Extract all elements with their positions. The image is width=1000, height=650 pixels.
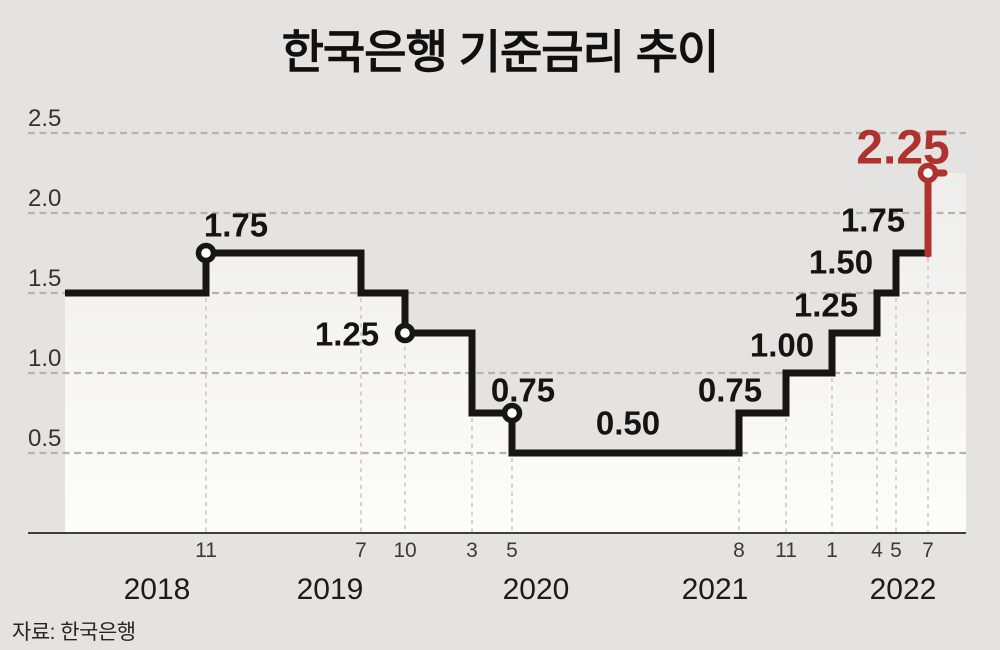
value-label: 0.75 [698, 372, 762, 409]
value-label: 0.50 [596, 405, 660, 442]
month-tick-label: 5 [506, 539, 518, 562]
y-tick-label: 2.5 [28, 105, 61, 132]
month-tick-label: 5 [890, 539, 902, 562]
month-tick-label: 4 [871, 539, 883, 562]
year-label: 2020 [503, 573, 570, 606]
value-label-highlight: 2.25 [856, 122, 949, 175]
month-tick-label: 8 [733, 539, 745, 562]
month-tick-label: 11 [775, 539, 797, 562]
month-tick-label: 1 [826, 539, 838, 562]
y-tick-label: 2.0 [28, 185, 61, 212]
rate-step-line [65, 249, 932, 457]
month-tick-label: 10 [393, 539, 416, 562]
value-label: 1.75 [841, 202, 905, 239]
page-title: 한국은행 기준금리 추이 [281, 26, 720, 78]
value-label: 1.50 [809, 244, 873, 281]
year-label: 2018 [124, 573, 191, 606]
month-tick-label: 7 [355, 539, 367, 562]
value-label: 1.75 [204, 207, 268, 244]
rate-marker [394, 322, 416, 344]
y-tick-label: 1.5 [28, 265, 61, 292]
month-tick-label: 3 [466, 539, 478, 562]
value-label: 1.25 [315, 316, 379, 353]
rate-marker-highlight [917, 162, 939, 184]
year-label: 2019 [297, 573, 364, 606]
rate-marker [195, 242, 217, 264]
month-tick-label: 7 [922, 539, 934, 562]
year-label: 2021 [682, 573, 749, 606]
year-label: 2022 [870, 573, 937, 606]
value-label: 0.75 [491, 372, 555, 409]
month-tick-label: 11 [195, 539, 217, 562]
value-label: 1.25 [794, 287, 858, 324]
value-label: 1.00 [750, 327, 814, 364]
source-note: 자료: 한국은행 [12, 621, 136, 644]
y-tick-label: 0.5 [28, 425, 61, 452]
rate-marker [501, 402, 523, 424]
y-tick-label: 1.0 [28, 345, 61, 372]
